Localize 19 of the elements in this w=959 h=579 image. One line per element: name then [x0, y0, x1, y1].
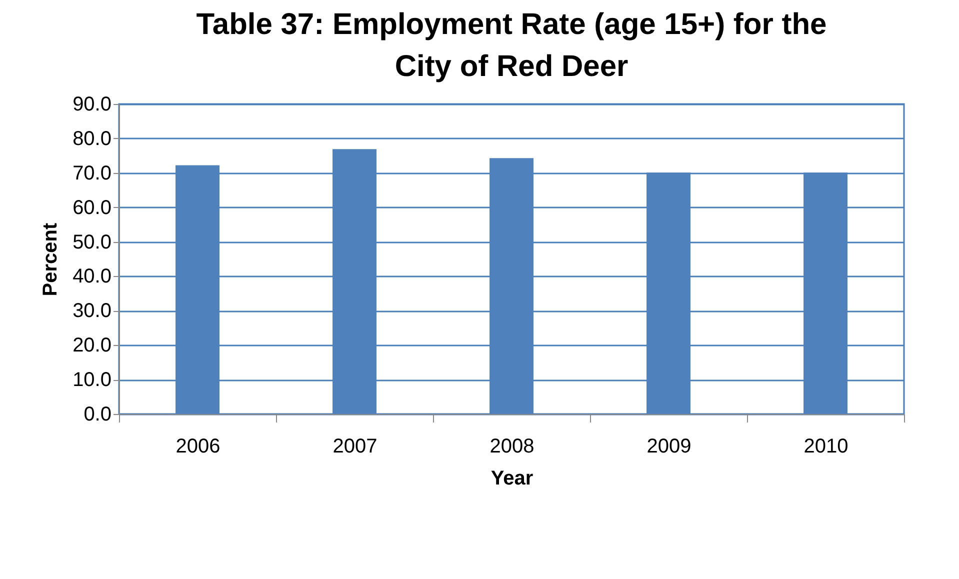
y-tick-label: 90.0 — [72, 94, 112, 116]
y-tick-label: 30.0 — [72, 300, 112, 322]
y-tick-label: 40.0 — [72, 266, 112, 288]
x-tick-label: 2009 — [646, 436, 692, 458]
y-tick-label: 0.0 — [84, 404, 112, 426]
x-tick-label: 2007 — [332, 436, 378, 458]
x-axis-title: Year — [490, 468, 534, 490]
x-tick-label: 2008 — [490, 436, 534, 458]
y-tick-label: 80.0 — [72, 128, 112, 150]
y-tick-label: 60.0 — [72, 196, 112, 219]
text: City of Red Deer — [394, 50, 628, 83]
y-tick-label: 20.0 — [72, 334, 112, 357]
text: Table 37: Employment Rate (age 15+) for the — [196, 8, 827, 41]
x-tick-label: 2006 — [176, 436, 220, 458]
x-tick-label: 2010 — [804, 436, 848, 458]
y-axis-title: Percent — [40, 222, 62, 296]
y-tick-label: 50.0 — [72, 231, 112, 254]
y-tick-label: 10.0 — [72, 369, 112, 392]
y-tick-label: 70.0 — [72, 162, 112, 184]
